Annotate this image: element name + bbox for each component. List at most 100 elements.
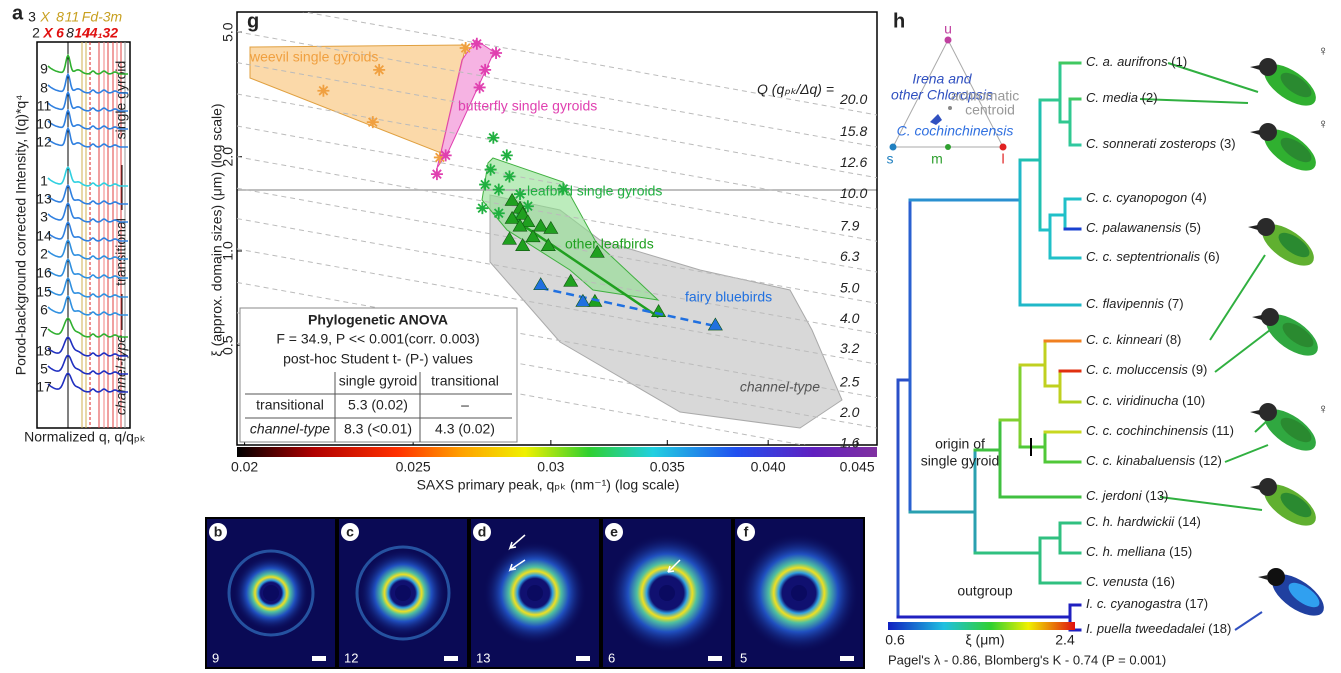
species-name: C. h. melliana (1086, 544, 1165, 559)
x-tick-label: 0.03 (537, 459, 564, 475)
species-name: C. venusta (1086, 574, 1148, 589)
series-label: other leafbirds (565, 236, 654, 252)
point (367, 116, 379, 128)
tip-label: C. c. moluccensis (9) (1086, 362, 1207, 377)
point (503, 170, 515, 182)
curve-label: 12 (36, 134, 52, 150)
point (440, 149, 452, 161)
q-label: 5.0 (840, 279, 860, 295)
bird-head (1257, 218, 1275, 236)
q-label: 10.0 (840, 185, 867, 201)
x-tick-label: 0.035 (650, 459, 685, 475)
saxs-curve (48, 296, 128, 315)
point (479, 64, 491, 76)
curve-label: 10 (36, 116, 52, 132)
tip-number: (2) (1142, 90, 1158, 105)
q-label: 3.2 (840, 340, 860, 356)
anova-subtitle: post-hoc Student t- (P-) values (283, 351, 473, 367)
table-cell: – (461, 397, 469, 413)
bird-head (1259, 123, 1277, 141)
curve-label: 6 (40, 302, 48, 318)
species-name: C. c. viridinucha (1086, 393, 1178, 408)
tip-number: (14) (1178, 514, 1201, 529)
species-name: C. sonnerati zosterops (1086, 136, 1217, 151)
x-tick-label: 0.045 (840, 459, 875, 475)
tip-label: C. h. melliana (15) (1086, 544, 1192, 559)
beamstop (659, 585, 675, 601)
q-label: 7.9 (840, 217, 860, 233)
beamstop (791, 585, 807, 601)
series-label: weevil single gyroids (249, 49, 378, 65)
bird-beak (1252, 315, 1262, 320)
tip-number: (17) (1185, 596, 1208, 611)
q-label: 12.6 (840, 154, 867, 170)
curve-label: 2 (40, 246, 48, 262)
tip-number: (8) (1166, 332, 1182, 347)
scale-bar (312, 656, 326, 661)
point (493, 184, 505, 196)
curve-label: 11 (37, 98, 52, 114)
tip-number: (16) (1152, 574, 1175, 589)
bird-head (1259, 58, 1277, 76)
curve-label: 14 (36, 228, 52, 244)
table-cell: 4.3 (0.02) (435, 421, 495, 437)
vertex-label: s (887, 151, 894, 167)
y-axis-title: Porod-background corrected Intensity, I(… (13, 95, 29, 375)
curve-label: 18 (36, 343, 52, 359)
tip-number: (13) (1145, 488, 1168, 503)
symmetry-label: 8 (56, 9, 64, 25)
species-name: C. palawanensis (1086, 220, 1182, 235)
curve-label: 5 (40, 361, 48, 377)
symmetry-label: X (42, 25, 54, 41)
vertex-label: l (1001, 151, 1004, 167)
footer: Pagel's λ - 0.86, Blomberg's K - 0.74 (P… (888, 652, 1166, 667)
curve-label: 13 (36, 191, 52, 207)
bird-head (1259, 403, 1277, 421)
species-name: I. c. cyanogastra (1086, 596, 1181, 611)
sample-number: 5 (740, 650, 747, 665)
q-line (237, 63, 877, 178)
tip-label: C. c. viridinucha (10) (1086, 393, 1205, 408)
region-label: channel-type (740, 379, 820, 395)
point (514, 188, 526, 200)
species-name: C. c. septentrionalis (1086, 249, 1201, 264)
panel-label: g (247, 10, 259, 32)
curve-label: 9 (40, 61, 48, 77)
q-label: 15.8 (840, 123, 867, 139)
tip-number: (18) (1208, 621, 1231, 636)
female-symbol: ♀ (1318, 116, 1329, 132)
species-name: I. puella tweedadalei (1086, 621, 1206, 636)
symmetry-label: I4₁32 (86, 25, 118, 41)
scale-bar (840, 656, 854, 661)
q-label: 6.3 (840, 248, 860, 264)
tip-label: C. c. cyanopogon (4) (1086, 190, 1207, 205)
bird-beak (1250, 485, 1260, 490)
tip-label: C. c. kinneari (8) (1086, 332, 1181, 347)
colorbar-label: 0.6 (885, 632, 905, 648)
q-title: Q (qₚₖ/Δq) = (757, 81, 834, 97)
sample-number: 9 (212, 650, 219, 665)
sample-number: 6 (608, 650, 615, 665)
page: a Porod-background corrected Intensity, … (0, 0, 1341, 673)
colorbar-title: ξ (μm) (965, 632, 1004, 648)
symmetry-label: 3 (28, 9, 36, 25)
tip-label: C. venusta (16) (1086, 574, 1175, 589)
species-name: C. jerdoni (1086, 488, 1143, 503)
tip-label: C. jerdoni (13) (1086, 488, 1168, 503)
curve-label: 3 (40, 209, 48, 225)
ternary-label: centroid (965, 102, 1015, 118)
scale-bar (708, 656, 722, 661)
tip-label: C. media (2) (1086, 90, 1158, 105)
curve-label: 17 (36, 379, 52, 395)
bird-beak (1258, 575, 1268, 580)
species-name: C. a. aurifrons (1086, 54, 1168, 69)
species-name: C. c. moluccensis (1086, 362, 1188, 377)
curve-label: 7 (40, 324, 48, 340)
panel-label: e (610, 524, 618, 540)
table-cell: 5.3 (0.02) (348, 397, 408, 413)
q-label: 1.6 (840, 434, 860, 450)
point (431, 168, 443, 180)
colorbar (237, 447, 877, 457)
tip-number: (3) (1220, 136, 1236, 151)
